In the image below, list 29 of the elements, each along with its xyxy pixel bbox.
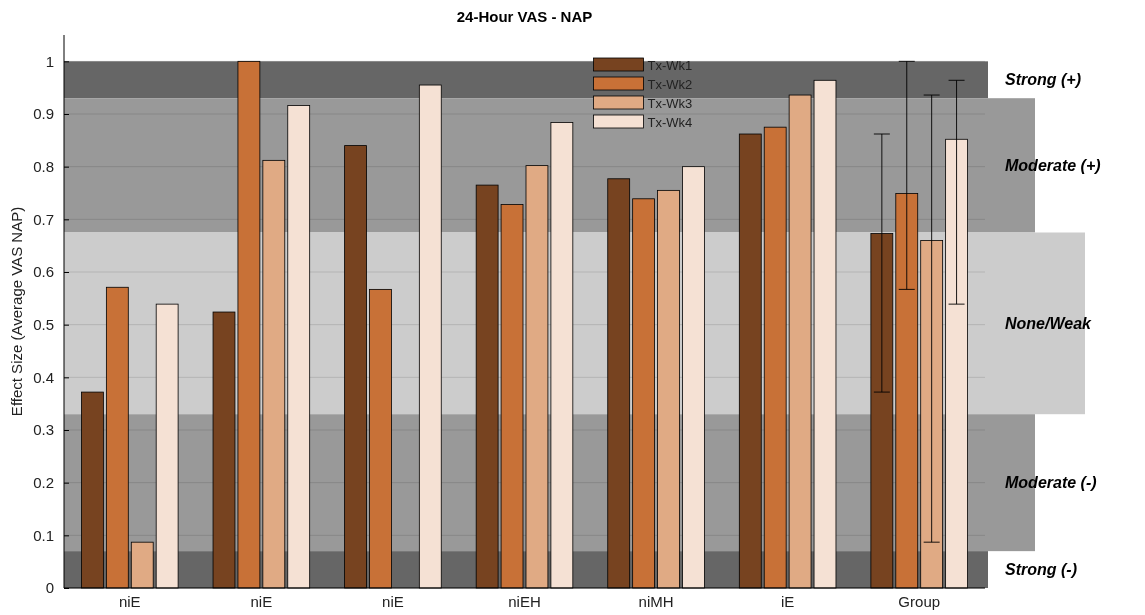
x-tick-label: niMH [638,592,674,610]
band-label: None/Weak [1005,314,1093,332]
y-tick-label: 0.6 [33,263,54,281]
y-tick-label: 0 [45,579,54,597]
band-label: Moderate (-) [1005,474,1097,492]
y-tick-label: 1 [45,52,54,70]
y-tick-label: 0.3 [33,421,54,439]
x-tick-label: iE [780,592,795,610]
legend-label: Tx-Wk2 [647,76,693,92]
x-tick-label: niEH [508,592,541,610]
x-tick-label: Group [898,592,941,610]
legend-label: Tx-Wk4 [647,114,693,130]
x-tick-label: niE [118,592,141,610]
y-tick-label: 0.2 [33,473,54,491]
band-label: Moderate (+) [1005,156,1101,174]
band-label: Strong (-) [1005,561,1077,579]
y-tick-label: 0.4 [33,368,54,386]
chart-title: 24-Hour VAS - NAP [456,8,593,25]
legend-label: Tx-Wk3 [647,95,693,111]
y-tick-label: 0.9 [33,105,54,123]
y-tick-label: 0.7 [33,210,54,228]
x-tick-label: niE [382,592,404,610]
x-tick-label: niE [250,592,273,610]
band-label: Strong (+) [1005,71,1081,89]
y-tick-label: 0.8 [33,157,54,175]
y-tick-label: 0.1 [33,526,54,544]
y-axis-title: Effect Size (Average VAS NAP) [8,206,25,417]
y-tick-label: 0.5 [33,315,54,333]
legend-label: Tx-Wk1 [647,57,693,73]
